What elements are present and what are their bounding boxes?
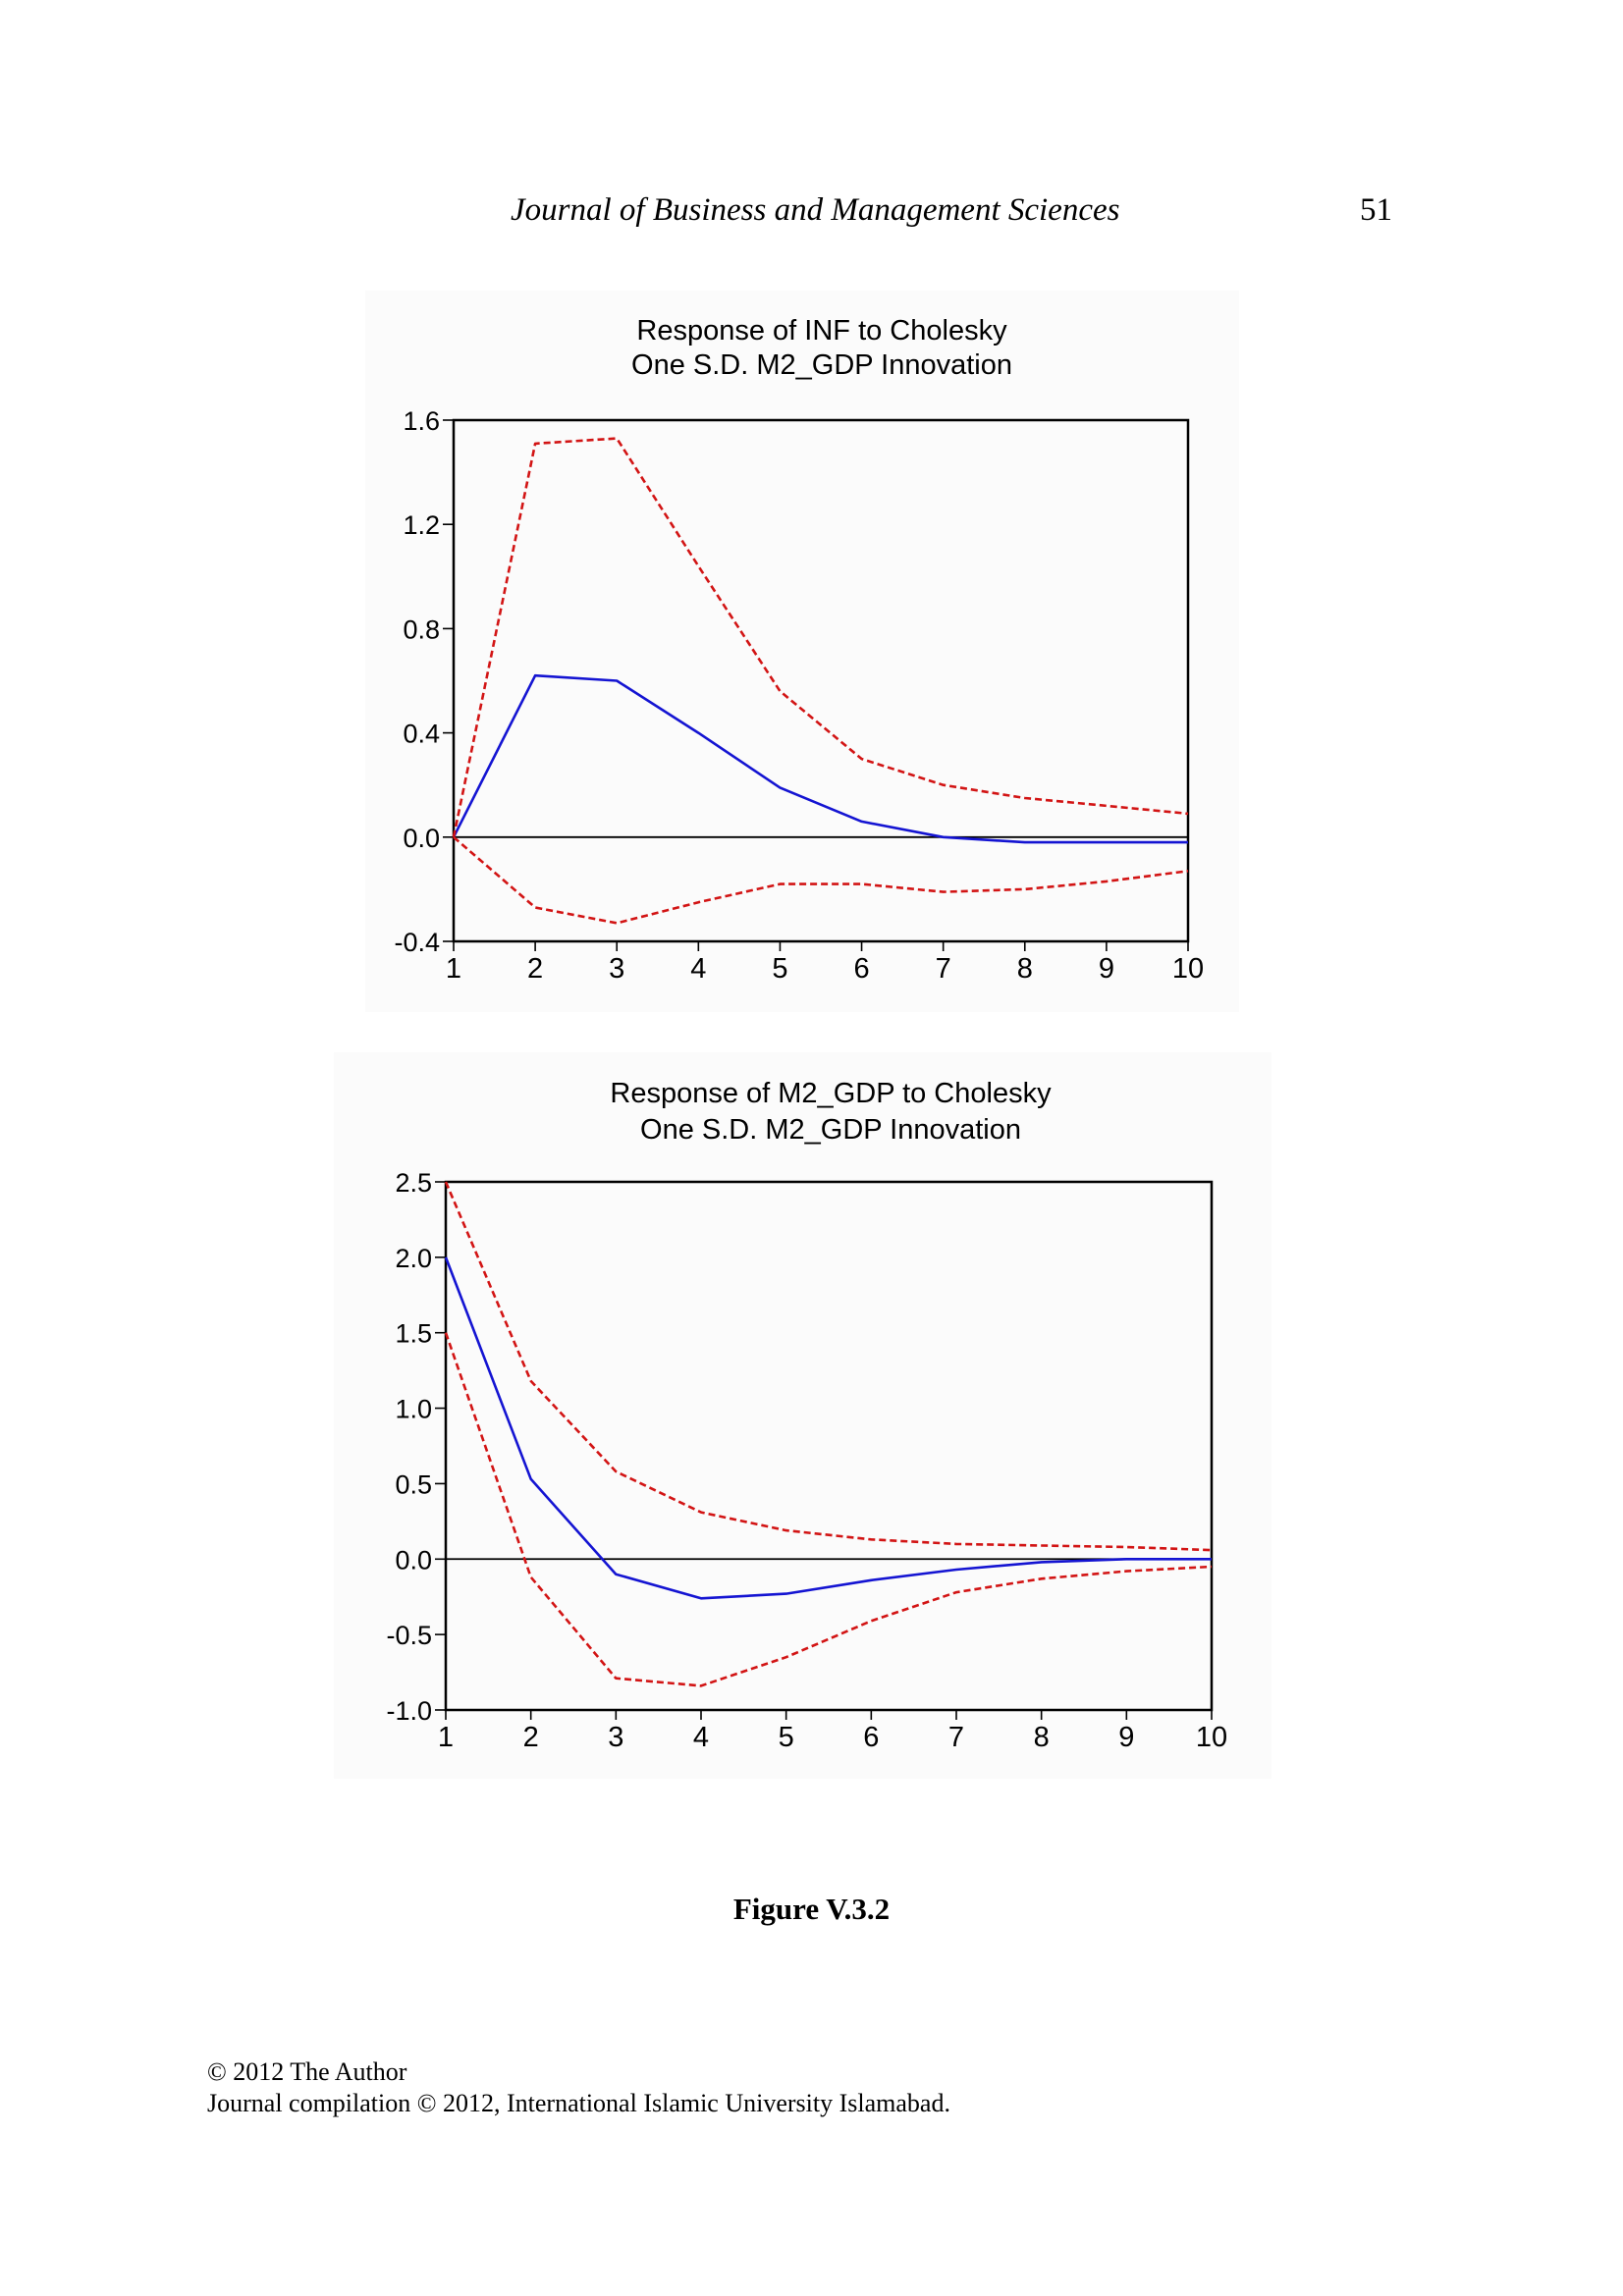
- y-tick-label: -0.4: [394, 928, 440, 957]
- x-tick-label: 7: [948, 1722, 964, 1753]
- x-tick-label: 1: [446, 953, 461, 985]
- x-tick-label: 5: [779, 1722, 794, 1753]
- x-tick-label: 4: [690, 953, 706, 985]
- y-tick-label: -0.5: [386, 1621, 432, 1650]
- page-number: 51: [1360, 192, 1392, 228]
- footer-copyright: © 2012 The Author: [207, 2057, 407, 2086]
- chart-title-line: One S.D. M2_GDP Innovation: [631, 349, 1012, 381]
- y-tick-label: 0.0: [403, 824, 440, 853]
- x-tick-label: 6: [853, 953, 869, 985]
- chart-title-line: Response of M2_GDP to Cholesky: [610, 1078, 1052, 1109]
- chart-m2gdp-response: Response of M2_GDP to Cholesky One S.D. M…: [334, 1052, 1271, 1779]
- x-tick-label: 5: [772, 953, 787, 985]
- x-tick-label: 9: [1099, 953, 1114, 985]
- y-tick-label: 1.5: [395, 1319, 432, 1349]
- y-tick-label: 0.4: [403, 720, 440, 749]
- y-tick-label: 0.5: [395, 1469, 432, 1499]
- x-tick-label: 9: [1118, 1722, 1134, 1753]
- y-tick-label: 1.6: [403, 406, 440, 436]
- x-tick-label: 2: [527, 953, 543, 985]
- x-tick-label: 1: [438, 1722, 454, 1753]
- x-tick-label: 10: [1196, 1722, 1227, 1753]
- chart-title-line: One S.D. M2_GDP Innovation: [640, 1114, 1021, 1146]
- footer-compilation: Journal compilation © 2012, Internationa…: [207, 2089, 950, 2117]
- x-tick-label: 2: [523, 1722, 539, 1753]
- y-tick-label: 2.5: [395, 1168, 432, 1198]
- x-tick-label: 7: [936, 953, 951, 985]
- y-tick-label: -1.0: [386, 1696, 432, 1726]
- series-upper-band: [444, 1181, 1213, 1552]
- series-lower-band: [444, 1332, 1213, 1687]
- y-tick-label: 1.2: [403, 510, 440, 540]
- journal-title: Journal of Business and Management Scien…: [511, 192, 1120, 228]
- series-upper-band: [452, 437, 1189, 838]
- x-tick-label: 8: [1034, 1722, 1050, 1753]
- y-tick-label: 2.0: [395, 1244, 432, 1273]
- figure-caption: Figure V.3.2: [732, 1892, 891, 1926]
- chart-title-line: Response of INF to Cholesky: [636, 315, 1007, 347]
- footer: © 2012 The Author Journal compilation © …: [207, 2056, 950, 2119]
- chart-inf-response: Response of INF to Cholesky One S.D. M2_G…: [365, 291, 1239, 1012]
- x-tick-label: 6: [863, 1722, 879, 1753]
- plot-frame: [452, 418, 1190, 943]
- chart-m2gdp-response-svg: Response of M2_GDP to Cholesky One S.D. M…: [386, 1078, 1227, 1753]
- series-lower-band: [453, 835, 1189, 925]
- series-response: [452, 673, 1188, 844]
- x-tick-label: 3: [609, 953, 624, 985]
- y-tick-label: 1.0: [395, 1395, 432, 1424]
- y-tick-label: 0.0: [395, 1545, 432, 1575]
- series-response: [444, 1256, 1212, 1600]
- x-tick-label: 3: [608, 1722, 623, 1753]
- x-tick-label: 8: [1017, 953, 1033, 985]
- plot-frame: [444, 1180, 1214, 1712]
- x-tick-label: 10: [1172, 953, 1204, 985]
- y-tick-label: 0.8: [403, 614, 440, 644]
- x-tick-label: 4: [693, 1722, 709, 1753]
